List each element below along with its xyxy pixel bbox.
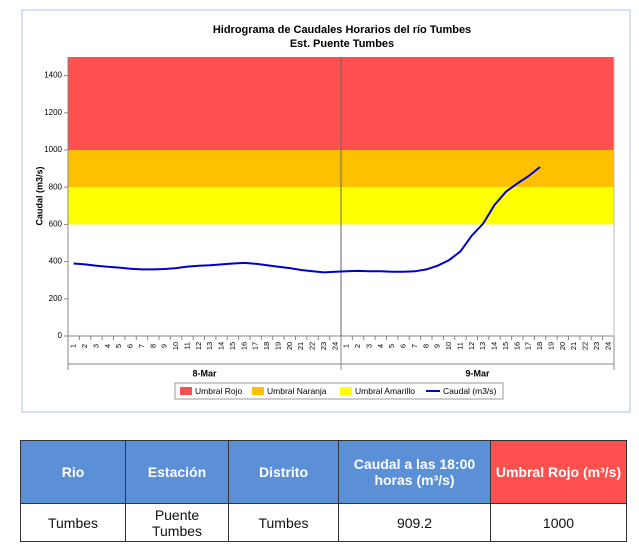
header-cell: Umbral Rojo (m³/s) bbox=[490, 440, 627, 504]
x-tick-label: 18 bbox=[535, 342, 544, 350]
x-tick-label: 13 bbox=[205, 342, 214, 350]
x-tick-label: 19 bbox=[546, 342, 555, 350]
x-tick-label: 11 bbox=[182, 342, 191, 350]
chart-subtitle: Est. Puente Tumbes bbox=[290, 38, 394, 50]
x-tick-label: 14 bbox=[217, 342, 226, 350]
x-tick-label: 15 bbox=[228, 342, 237, 350]
x-tick-label: 7 bbox=[410, 344, 419, 348]
legend-label: Caudal (m3/s) bbox=[443, 386, 497, 396]
x-tick-label: 21 bbox=[569, 342, 578, 350]
x-tick-label: 16 bbox=[512, 342, 521, 350]
x-tick-label: 24 bbox=[330, 342, 339, 350]
x-tick-label: 10 bbox=[444, 342, 453, 350]
x-tick-label: 19 bbox=[273, 342, 282, 350]
cell: 1000 bbox=[490, 503, 627, 542]
x-tick-label: 3 bbox=[364, 344, 373, 348]
legend-swatch bbox=[252, 387, 264, 395]
x-tick-label: 9 bbox=[433, 344, 442, 348]
x-tick-label: 24 bbox=[603, 342, 612, 350]
x-tick-label: 7 bbox=[137, 344, 146, 348]
cell: 909.2 bbox=[338, 503, 491, 542]
x-tick-label: 1 bbox=[342, 344, 351, 348]
y-tick-label: 0 bbox=[58, 331, 63, 340]
cell: Tumbes bbox=[20, 503, 126, 542]
y-axis-label: Caudal (m3/s) bbox=[34, 166, 44, 225]
x-tick-label: 16 bbox=[239, 342, 248, 350]
x-tick-label: 12 bbox=[194, 342, 203, 350]
x-tick-label: 4 bbox=[103, 344, 112, 348]
cell: Tumbes bbox=[228, 503, 339, 542]
x-tick-label: 15 bbox=[501, 342, 510, 350]
header-cell: Caudal a las 18:00 horas (m³/s) bbox=[338, 440, 491, 504]
x-tick-label: 22 bbox=[581, 342, 590, 350]
header-cell: Rio bbox=[20, 440, 126, 504]
x-tick-label: 4 bbox=[376, 344, 385, 348]
chart-title: Hidrograma de Caudales Horarios del río … bbox=[213, 24, 471, 36]
x-tick-label: 9 bbox=[160, 344, 169, 348]
legend-swatch bbox=[180, 387, 192, 395]
legend-label: Umbral Amarillo bbox=[355, 386, 415, 396]
x-tick-label: 13 bbox=[478, 342, 487, 350]
x-tick-label: 14 bbox=[490, 342, 499, 350]
x-tick-label: 1 bbox=[69, 344, 78, 348]
x-tick-label: 18 bbox=[262, 342, 271, 350]
x-tick-label: 8 bbox=[148, 344, 157, 348]
y-tick-label: 1000 bbox=[44, 145, 62, 154]
x-tick-label: 2 bbox=[353, 344, 362, 348]
legend-swatch bbox=[340, 387, 352, 395]
line-series bbox=[73, 166, 541, 274]
y-tick-label: 1400 bbox=[44, 71, 62, 80]
cell: Puente Tumbes bbox=[125, 503, 229, 542]
x-tick-label: 23 bbox=[319, 342, 328, 350]
legend-label: Umbral Rojo bbox=[195, 386, 243, 396]
x-tick-label: 17 bbox=[524, 342, 533, 350]
header-cell: Distrito bbox=[228, 440, 339, 504]
x-tick-label: 17 bbox=[251, 342, 260, 350]
day-label: 9-Mar bbox=[465, 368, 490, 378]
y-tick-label: 1200 bbox=[44, 108, 62, 117]
x-tick-label: 6 bbox=[126, 344, 135, 348]
x-tick-label: 21 bbox=[296, 342, 305, 350]
x-tick-label: 5 bbox=[114, 344, 123, 348]
y-tick-label: 800 bbox=[49, 182, 63, 191]
header-cell: Estación bbox=[125, 440, 229, 504]
x-tick-label: 22 bbox=[308, 342, 317, 350]
x-tick-label: 10 bbox=[171, 342, 180, 350]
x-tick-label: 6 bbox=[399, 344, 408, 348]
x-tick-label: 8 bbox=[421, 344, 430, 348]
x-tick-label: 5 bbox=[387, 344, 396, 348]
x-tick-label: 2 bbox=[80, 344, 89, 348]
y-tick-label: 600 bbox=[49, 220, 63, 229]
x-tick-label: 20 bbox=[558, 342, 567, 350]
x-tick-label: 20 bbox=[285, 342, 294, 350]
x-tick-label: 23 bbox=[592, 342, 601, 350]
y-tick-label: 400 bbox=[49, 257, 63, 266]
day-label: 8-Mar bbox=[192, 368, 217, 378]
chart: Hidrograma de Caudales Horarios del río … bbox=[21, 9, 631, 413]
x-tick-label: 3 bbox=[91, 344, 100, 348]
y-tick-label: 200 bbox=[49, 294, 63, 303]
x-tick-label: 12 bbox=[467, 342, 476, 350]
x-tick-label: 11 bbox=[455, 342, 464, 350]
summary-table: Rio Estación Distrito Caudal a las 18:00 ho… bbox=[20, 440, 627, 542]
legend-label: Umbral Naranja bbox=[267, 386, 327, 396]
